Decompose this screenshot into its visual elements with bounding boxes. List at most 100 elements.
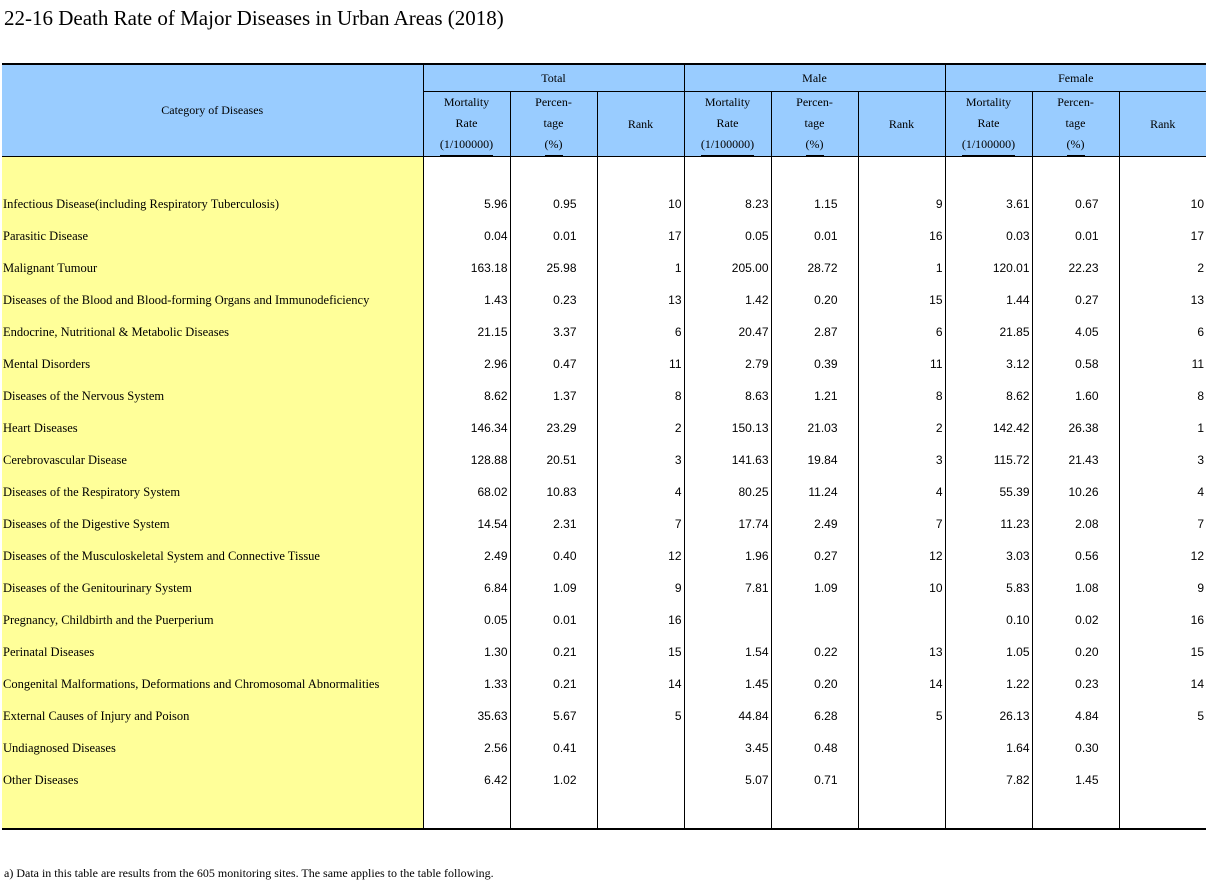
female-rank-cell: 7 — [1197, 517, 1205, 531]
male-percentage-cell: 11.24 — [771, 476, 859, 508]
table-row: Diseases of the Genitourinary System 6.84… — [2, 572, 1206, 604]
total-rank-cell: 5 — [597, 700, 685, 732]
male-rank-cell: 15 — [858, 284, 946, 316]
empty-cell — [771, 156, 859, 188]
disease-name-cell: Diseases of the Genitourinary System — [2, 572, 424, 604]
total-percentage-cell: 1.09 — [510, 572, 598, 604]
female-percentage-cell: 0.02 — [1032, 604, 1120, 636]
male-percentage-cell: 0.48 — [771, 732, 859, 764]
female-rank-cell: 14 — [1190, 677, 1205, 691]
empty-cell — [423, 156, 511, 188]
male-rank-cell — [858, 732, 946, 764]
mortality-header-line: (1/100000) — [700, 134, 755, 156]
female-percentage-cell: 4.84 — [1032, 700, 1120, 732]
male-rank-cell: 7 — [858, 508, 946, 540]
total-rank-cell: 3 — [597, 444, 685, 476]
total-percentage-cell: 5.67 — [510, 700, 598, 732]
mortality-header-line: Mortality — [704, 95, 751, 109]
male-mortality-rate-cell: 150.13 — [684, 412, 772, 444]
table-row: Parasitic Disease 0.04 0.01 17 0.05 0.01 16 0.0… — [2, 220, 1206, 252]
total-rank-cell: 10 — [597, 188, 685, 220]
percentage-header-female: Percen-tage (%) — [1032, 91, 1120, 157]
total-percentage-cell: 1.37 — [510, 380, 598, 412]
female-mortality-rate-cell: 1.44 — [945, 284, 1033, 316]
total-rank-cell: 9 — [597, 572, 685, 604]
female-rank-cell: 6 — [1197, 325, 1205, 339]
female-mortality-rate-cell: 5.83 — [945, 572, 1033, 604]
total-percentage-cell: 0.01 — [510, 604, 598, 636]
table-row: Malignant Tumour 163.18 25.98 1 205.00 28.72 1… — [2, 252, 1206, 284]
percentage-header-line: (%) — [805, 134, 824, 156]
disease-name-cell: Malignant Tumour — [2, 252, 424, 284]
female-rank-cell: 15 — [1190, 645, 1205, 659]
male-mortality-rate-cell: 44.84 — [684, 700, 772, 732]
mortality-header-line: Rate — [716, 116, 739, 130]
male-percentage-cell: 2.49 — [771, 508, 859, 540]
total-mortality-rate-cell: 1.43 — [423, 284, 511, 316]
disease-name-cell: Diseases of the Respiratory System — [2, 476, 424, 508]
mortality-header-line: (1/100000) — [961, 134, 1016, 156]
female-mortality-rate-cell: 11.23 — [945, 508, 1033, 540]
percentage-header-total: Percen-tage (%) — [510, 91, 598, 157]
male-rank-cell: 3 — [858, 444, 946, 476]
male-rank-cell: 8 — [858, 380, 946, 412]
total-mortality-rate-cell: 21.15 — [423, 316, 511, 348]
male-percentage-cell: 0.01 — [771, 220, 859, 252]
disease-name-cell: Diseases of the Nervous System — [2, 380, 424, 412]
empty-cell — [858, 156, 946, 188]
total-percentage-cell: 0.23 — [510, 284, 598, 316]
male-percentage-cell: 21.03 — [771, 412, 859, 444]
female-rank-cell: 9 — [1197, 581, 1205, 595]
female-mortality-rate-cell: 0.10 — [945, 604, 1033, 636]
male-mortality-rate-cell: 3.45 — [684, 732, 772, 764]
total-percentage-cell: 0.40 — [510, 540, 598, 572]
empty-cell — [1119, 796, 1207, 830]
total-rank-cell: 13 — [597, 284, 685, 316]
male-rank-cell: 13 — [858, 636, 946, 668]
table-row: Endocrine, Nutritional & Metabolic Disea… — [2, 316, 1206, 348]
total-percentage-cell: 0.95 — [510, 188, 598, 220]
total-percentage-cell: 1.02 — [510, 764, 598, 796]
female-rank-cell: 13 — [1190, 293, 1205, 307]
total-percentage-cell: 23.29 — [510, 412, 598, 444]
table-row: Heart Diseases 146.34 23.29 2 150.13 21.03 2 14… — [2, 412, 1206, 444]
death-rate-table: Category of Diseases Total Male Female M… — [2, 63, 1207, 830]
table-row: Other Diseases 6.42 1.02 5.07 0.71 7.82 1.45 — [2, 764, 1206, 796]
total-rank-cell: 6 — [597, 316, 685, 348]
total-percentage-cell: 10.83 — [510, 476, 598, 508]
male-mortality-rate-cell: 141.63 — [684, 444, 772, 476]
table-row: Diseases of the Digestive System 14.54 2.3… — [2, 508, 1206, 540]
empty-cell — [684, 156, 772, 188]
total-mortality-rate-cell: 68.02 — [423, 476, 511, 508]
disease-name-cell: Diseases of the Digestive System — [2, 508, 424, 540]
empty-cell — [423, 796, 511, 830]
female-mortality-rate-cell: 7.82 — [945, 764, 1033, 796]
spacer-row — [2, 156, 1206, 188]
disease-name-cell: Congenital Malformations, Deformations a… — [2, 668, 424, 700]
rank-header-female: Rank — [1119, 91, 1207, 157]
male-mortality-rate-cell: 2.79 — [684, 348, 772, 380]
male-mortality-rate-cell: 205.00 — [684, 252, 772, 284]
male-rank-cell: 9 — [858, 188, 946, 220]
female-rank-cell: 10 — [1190, 197, 1205, 211]
total-percentage-cell: 0.01 — [510, 220, 598, 252]
total-percentage-cell: 0.21 — [510, 636, 598, 668]
male-rank-cell: 2 — [858, 412, 946, 444]
female-mortality-rate-cell: 21.85 — [945, 316, 1033, 348]
male-mortality-rate-cell: 20.47 — [684, 316, 772, 348]
male-mortality-rate-cell: 8.23 — [684, 188, 772, 220]
total-percentage-cell: 3.37 — [510, 316, 598, 348]
disease-name-cell: Mental Disorders — [2, 348, 424, 380]
male-percentage-cell: 1.21 — [771, 380, 859, 412]
category-header: Category of Diseases — [2, 63, 424, 157]
total-percentage-cell: 0.47 — [510, 348, 598, 380]
total-mortality-rate-cell: 2.96 — [423, 348, 511, 380]
mortality-rate-header-female: Mortality Rate (1/100000) — [945, 91, 1033, 157]
female-percentage-cell: 0.58 — [1032, 348, 1120, 380]
female-mortality-rate-cell: 142.42 — [945, 412, 1033, 444]
male-mortality-rate-cell: 0.05 — [684, 220, 772, 252]
empty-cell — [1032, 156, 1120, 188]
total-mortality-rate-cell: 35.63 — [423, 700, 511, 732]
table-row: Diseases of the Musculoskeletal System a… — [2, 540, 1206, 572]
percentage-header-line: Percen- — [796, 95, 833, 109]
